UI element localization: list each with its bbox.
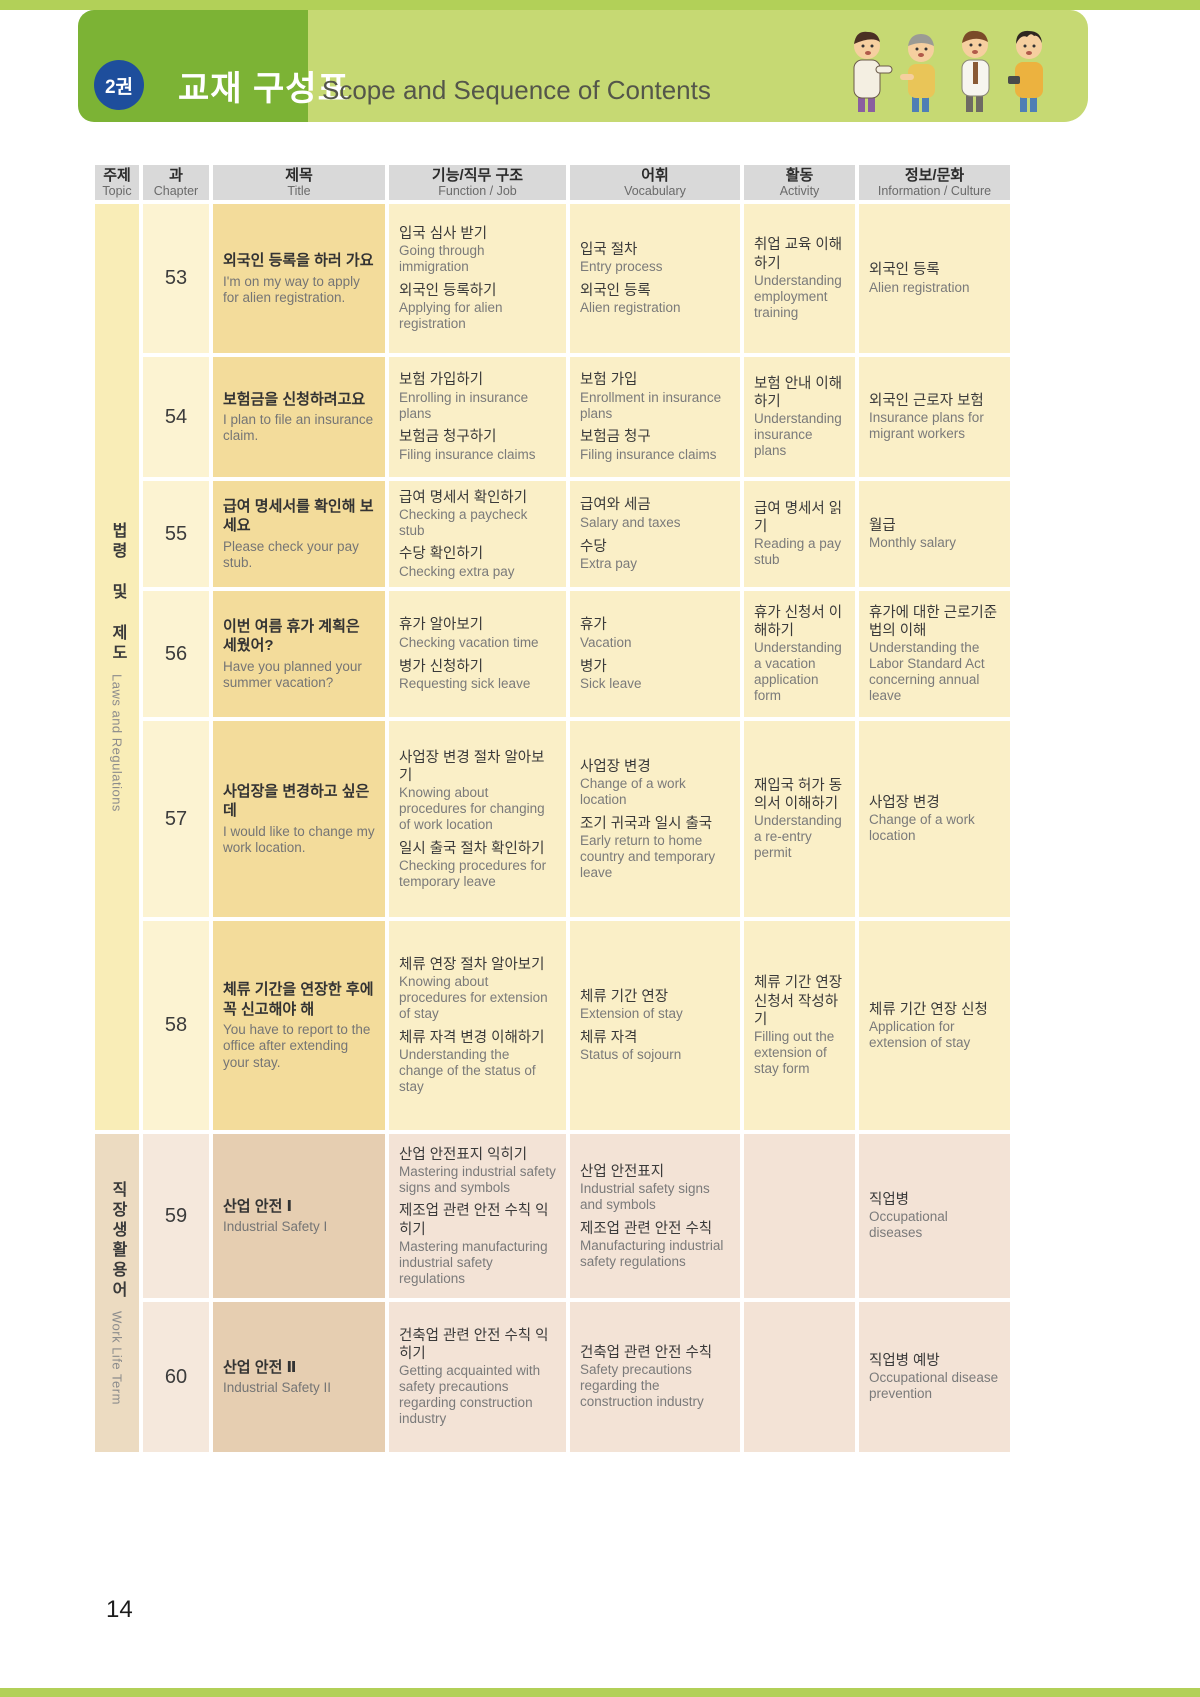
chapter-cell: 58 <box>143 921 209 1130</box>
title-cell: 이번 여름 휴가 계획은 세웠어? Have you planned your … <box>213 591 385 717</box>
chapter-cell: 59 <box>143 1134 209 1298</box>
col-header-chapter: 과 Chapter <box>143 165 209 200</box>
activity-cell: 취업 교육 이해하기 Understanding employment train… <box>744 204 855 353</box>
info-culture-cell: 체류 기간 연장 신청 Application for extension of … <box>859 921 1010 1130</box>
title-cell: 산업 안전 Ⅰ Industrial Safety I <box>213 1134 385 1298</box>
info-culture-cell: 사업장 변경 Change of a work location <box>859 721 1010 917</box>
function-cell: 보험 가입하기 Enrolling in insurance plans 보험금 … <box>389 357 566 477</box>
activity-cell: 체류 기간 연장 신청서 작성하기 Filling out the extensi… <box>744 921 855 1130</box>
topic-cell-laws-regulations: 법령 및 제도 Laws and Regulations <box>95 204 139 1130</box>
cartoon-workers-illustration <box>853 30 1043 112</box>
function-cell: 산업 안전표지 익히기 Mastering industrial safety s… <box>389 1134 566 1298</box>
info-culture-cell: 직업병 Occupational diseases <box>859 1134 1010 1298</box>
col-header-vocabulary: 어휘 Vocabulary <box>570 165 740 200</box>
info-culture-cell: 월급 Monthly salary <box>859 481 1010 587</box>
col-header-activity: 활동 Activity <box>744 165 855 200</box>
info-culture-cell: 외국인 등록 Alien registration <box>859 204 1010 353</box>
vocabulary-cell: 산업 안전표지 Industrial safety signs and symbo… <box>570 1134 740 1298</box>
title-cell: 사업장을 변경하고 싶은데 I would like to change my … <box>213 721 385 917</box>
volume-badge: 2권 <box>94 60 144 110</box>
header-banner <box>308 10 1088 122</box>
activity-cell: 보험 안내 이해하기 Understanding insurance plans <box>744 357 855 477</box>
page-number: 14 <box>106 1596 133 1623</box>
vocabulary-cell: 사업장 변경 Change of a work location 조기 귀국과 일… <box>570 721 740 917</box>
top-green-stripe <box>0 0 1200 10</box>
vocabulary-cell: 휴가 Vacation 병가 Sick leave <box>570 591 740 717</box>
activity-cell-empty <box>744 1134 855 1298</box>
function-cell: 급여 명세서 확인하기 Checking a paycheck stub 수당 확… <box>389 481 566 587</box>
bottom-green-stripe <box>0 1688 1200 1697</box>
function-cell: 입국 심사 받기 Going through immigration 외국인 등록… <box>389 204 566 353</box>
chapter-cell: 60 <box>143 1302 209 1452</box>
info-culture-cell: 휴가에 대한 근로기준법의 이해 Understanding the Labor … <box>859 591 1010 717</box>
title-cell: 보험금을 신청하려고요 I plan to file an insurance … <box>213 357 385 477</box>
chapter-cell: 53 <box>143 204 209 353</box>
chapter-cell: 56 <box>143 591 209 717</box>
col-header-info-culture: 정보/문화 Information / Culture <box>859 165 1010 200</box>
page-header: 2권 교재 구성표 Scope and Sequence of Contents <box>78 10 1088 122</box>
scope-sequence-table: 주제 Topic 과 Chapter 제목 Title 기능/직무 구조 Fun… <box>95 165 1010 1452</box>
activity-cell-empty <box>744 1302 855 1452</box>
chapter-cell: 57 <box>143 721 209 917</box>
vocabulary-cell: 체류 기간 연장 Extension of stay 체류 자격 Status of… <box>570 921 740 1130</box>
info-culture-cell: 외국인 근로자 보험 Insurance plans for migrant wo… <box>859 357 1010 477</box>
vocabulary-cell: 급여와 세금 Salary and taxes 수당 Extra pay <box>570 481 740 587</box>
function-cell: 사업장 변경 절차 알아보기 Knowing about procedures f… <box>389 721 566 917</box>
vocabulary-cell: 건축업 관련 안전 수칙 Safety precautions regarding… <box>570 1302 740 1452</box>
vocabulary-cell: 보험 가입 Enrollment in insurance plans 보험금 청… <box>570 357 740 477</box>
info-culture-cell: 직업병 예방 Occupational disease prevention <box>859 1302 1010 1452</box>
title-cell: 외국인 등록을 하러 가요 I'm on my way to apply for… <box>213 204 385 353</box>
col-header-title: 제목 Title <box>213 165 385 200</box>
function-cell: 휴가 알아보기 Checking vacation time 병가 신청하기 Req… <box>389 591 566 717</box>
activity-cell: 급여 명세서 읽기 Reading a pay stub <box>744 481 855 587</box>
page-title-english: Scope and Sequence of Contents <box>322 75 711 105</box>
page-title-korean: 교재 구성표 <box>178 70 350 108</box>
activity-cell: 재입국 허가 동의서 이해하기 Understanding a re-entry … <box>744 721 855 917</box>
col-header-function: 기능/직무 구조 Function / Job <box>389 165 566 200</box>
function-cell: 건축업 관련 안전 수칙 익히기 Getting acquainted with … <box>389 1302 566 1452</box>
title-cell: 산업 안전 Ⅱ Industrial Safety II <box>213 1302 385 1452</box>
topic-cell-work-life-term: 직장생활용어 Work Life Term <box>95 1134 139 1452</box>
col-header-topic: 주제 Topic <box>95 165 139 200</box>
title-cell: 급여 명세서를 확인해 보세요 Please check your pay st… <box>213 481 385 587</box>
title-cell: 체류 기간을 연장한 후에 꼭 신고해야 해 You have to repor… <box>213 921 385 1130</box>
chapter-cell: 55 <box>143 481 209 587</box>
vocabulary-cell: 입국 절차 Entry process 외국인 등록 Alien registrat… <box>570 204 740 353</box>
chapter-cell: 54 <box>143 357 209 477</box>
activity-cell: 휴가 신청서 이해하기 Understanding a vacation appl… <box>744 591 855 717</box>
function-cell: 체류 연장 절차 알아보기 Knowing about procedures fo… <box>389 921 566 1130</box>
